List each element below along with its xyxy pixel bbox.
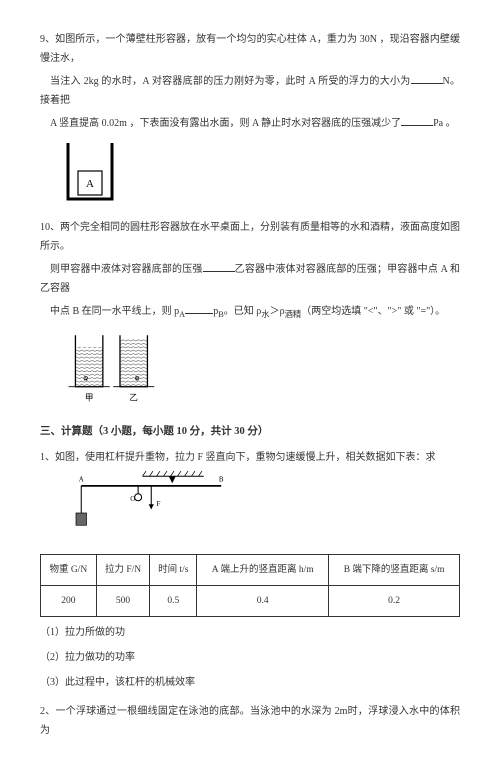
td-1: 500 — [96, 585, 150, 616]
q10-l3c: 。已知 ρ — [224, 306, 262, 317]
pivot-circle — [135, 494, 142, 501]
q10-blank1 — [203, 262, 235, 272]
lbl-F: F — [157, 500, 161, 508]
q9-line2: 当注入 2kg 的水时，A 对容器底部的压力刚好为零，此时 A 所受的浮力的大小… — [40, 72, 460, 110]
q9-blank2 — [401, 116, 433, 126]
q31-sub1: （1）拉力所做的功 — [40, 623, 460, 642]
q10-line3: 中点 B 在同一水平线上，则 pApB。已知 ρ水＞ρ酒精（两空均选填 "<"、… — [40, 302, 460, 323]
lbl-B: B — [219, 475, 224, 483]
q31-table: 物重 G/N 拉力 F/N 时间 t/s A 端上升的竖直距离 h/m B 端下… — [40, 554, 460, 617]
table-header-row: 物重 G/N 拉力 F/N 时间 t/s A 端上升的竖直距离 h/m B 端下… — [41, 554, 460, 585]
lever-svg: A B O F — [60, 471, 260, 541]
q9-l3a: A 竖直提高 — [50, 118, 102, 129]
container-svg: A — [60, 137, 120, 207]
point-a-label: A — [84, 376, 88, 382]
twocyls-svg: A B 甲 乙 — [60, 327, 180, 407]
q10-gt: ＞ρ — [270, 306, 285, 317]
q31-figure: A B O F — [60, 471, 460, 548]
q9-figure: A — [60, 137, 460, 214]
lbl-A: A — [79, 475, 84, 483]
q10-prefix: 10、两个完全相同的圆柱形容器放在水平桌面上，分别装有质量相等的水和酒精，液面高… — [40, 222, 460, 252]
q9-line3: A 竖直提高 0.02m ，下表面没有露出水面，则 A 静止时水对容器底的压强减… — [40, 114, 460, 133]
left-liquid — [75, 347, 102, 386]
page-root: 9、如图所示，一个薄壁柱形容器，放有一个均匀的实心柱体 A，重力为 30N ，现… — [0, 0, 500, 764]
table-row: 200 500 0.5 0.4 0.2 — [41, 585, 460, 616]
q10-l2a: 则甲容器中液体对容器底部的压强 — [50, 264, 203, 275]
q9-unit2: Pa 。 — [433, 118, 456, 129]
q9-l2a: 当注入 — [50, 76, 84, 87]
td-3: 0.4 — [197, 585, 329, 616]
q32-text: 2、一个浮球通过一根细线固定在泳池的底部。当泳池中的水深为 2m时，浮球浸入水中… — [40, 702, 460, 740]
th-1: 拉力 F/N — [96, 554, 150, 585]
section3-title: 三、计算题（3 小题，每小题 10 分，共计 30 分） — [40, 422, 460, 442]
ceiling — [143, 471, 204, 476]
q9-prefix: 9、如图所示，一个薄壁柱形容器，放有一个均匀的实心柱体 A，重力为 — [40, 34, 360, 45]
q10-l3a: 中点 B 在同一水平线上，则 p — [50, 306, 179, 317]
q9-l2b: 的水时，A 对容器底部的压力刚好为零，此时 A 所受的浮力的大小为 — [99, 76, 411, 87]
right-liquid — [120, 339, 147, 387]
force-arrowhead — [149, 504, 154, 509]
lbl-O: O — [130, 495, 135, 503]
q9-l3b: ，下表面没有露出水面，则 A 静止时水对容器底的压强减少了 — [127, 118, 401, 129]
td-0: 200 — [41, 585, 97, 616]
q9-mass: 2kg — [84, 76, 99, 87]
q10-blank2 — [185, 304, 213, 314]
q10-line1: 10、两个完全相同的圆柱形容器放在水平桌面上，分别装有质量相等的水和酒精，液面高… — [40, 218, 460, 256]
th-4: B 端下降的竖直距离 s/m — [329, 554, 460, 585]
q9-line1: 9、如图所示，一个薄壁柱形容器，放有一个均匀的实心柱体 A，重力为 30N ，现… — [40, 30, 460, 68]
support-triangle — [169, 476, 176, 483]
th-3: A 端上升的竖直距离 h/m — [197, 554, 329, 585]
th-0: 物重 G/N — [41, 554, 97, 585]
cap-left: 甲 — [85, 392, 94, 402]
q9-height: 0.02m — [102, 118, 127, 129]
q10-tail: （两空均选填 "<"、">" 或 "="）。 — [301, 306, 445, 317]
q31-sub3: （3）此过程中，该杠杆的机械效率 — [40, 673, 460, 692]
q10-line2: 则甲容器中液体对容器底部的压强乙容器中液体对容器底部的压强；甲容器中点 A 和乙… — [40, 260, 460, 298]
q10-figure: A B 甲 乙 — [60, 327, 460, 414]
th-2: 时间 t/s — [150, 554, 197, 585]
q31-sub2: （2）拉力做功的功率 — [40, 648, 460, 667]
cap-right: 乙 — [129, 392, 138, 402]
q9-blank1 — [411, 74, 443, 84]
td-2: 0.5 — [150, 585, 197, 616]
block-a-label: A — [86, 178, 94, 190]
weight-block — [76, 513, 87, 525]
q31-text: 1、如图，使用杠杆提升重物，拉力 F 竖直向下，重物匀速缓慢上升，相关数据如下表… — [40, 448, 460, 467]
td-4: 0.2 — [329, 585, 460, 616]
q10-suba: 酒精 — [285, 310, 302, 319]
q9-g: 30N — [360, 34, 377, 45]
point-b-label: B — [135, 376, 139, 382]
q10-subw: 水 — [261, 310, 269, 319]
